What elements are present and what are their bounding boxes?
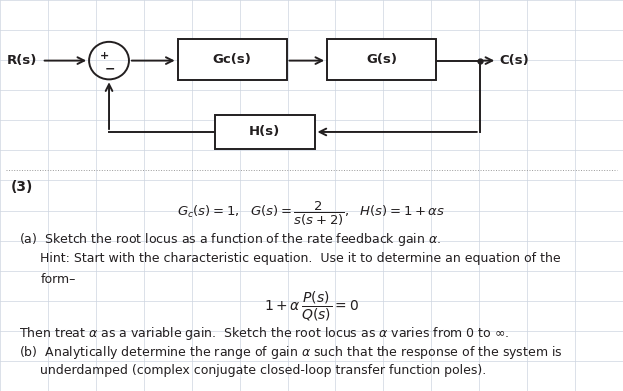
FancyBboxPatch shape	[178, 39, 287, 80]
Text: +: +	[100, 50, 108, 61]
Text: C(s): C(s)	[500, 54, 530, 67]
Text: −: −	[105, 63, 115, 76]
Text: Then treat $\alpha$ as a variable gain.  Sketch the root locus as $\alpha$ varie: Then treat $\alpha$ as a variable gain. …	[19, 325, 509, 341]
Text: G(s): G(s)	[366, 53, 397, 66]
Text: (b)  Analytically determine the range of gain $\alpha$ such that the response of: (b) Analytically determine the range of …	[19, 344, 563, 361]
Text: H(s): H(s)	[249, 126, 280, 138]
Text: $G_c(s) = 1,\ \ G(s) = \dfrac{2}{s(s+2)},\ \ H(s) = 1 + \alpha s$: $G_c(s) = 1,\ \ G(s) = \dfrac{2}{s(s+2)}…	[178, 199, 445, 228]
Text: (a)  Sketch the root locus as a function of the rate feedback gain $\alpha$.: (a) Sketch the root locus as a function …	[19, 231, 440, 248]
Text: Gc(s): Gc(s)	[212, 53, 252, 66]
Text: form–: form–	[40, 273, 76, 285]
Text: R(s): R(s)	[7, 54, 37, 67]
Text: (3): (3)	[11, 180, 34, 194]
Text: Hint: Start with the characteristic equation.  Use it to determine an equation o: Hint: Start with the characteristic equa…	[40, 252, 561, 265]
FancyBboxPatch shape	[327, 39, 436, 80]
Text: underdamped (complex conjugate closed-loop transfer function poles).: underdamped (complex conjugate closed-lo…	[40, 364, 487, 377]
Text: $1 + \alpha\,\dfrac{P(s)}{Q(s)} = 0$: $1 + \alpha\,\dfrac{P(s)}{Q(s)} = 0$	[264, 289, 359, 323]
FancyBboxPatch shape	[215, 115, 315, 149]
